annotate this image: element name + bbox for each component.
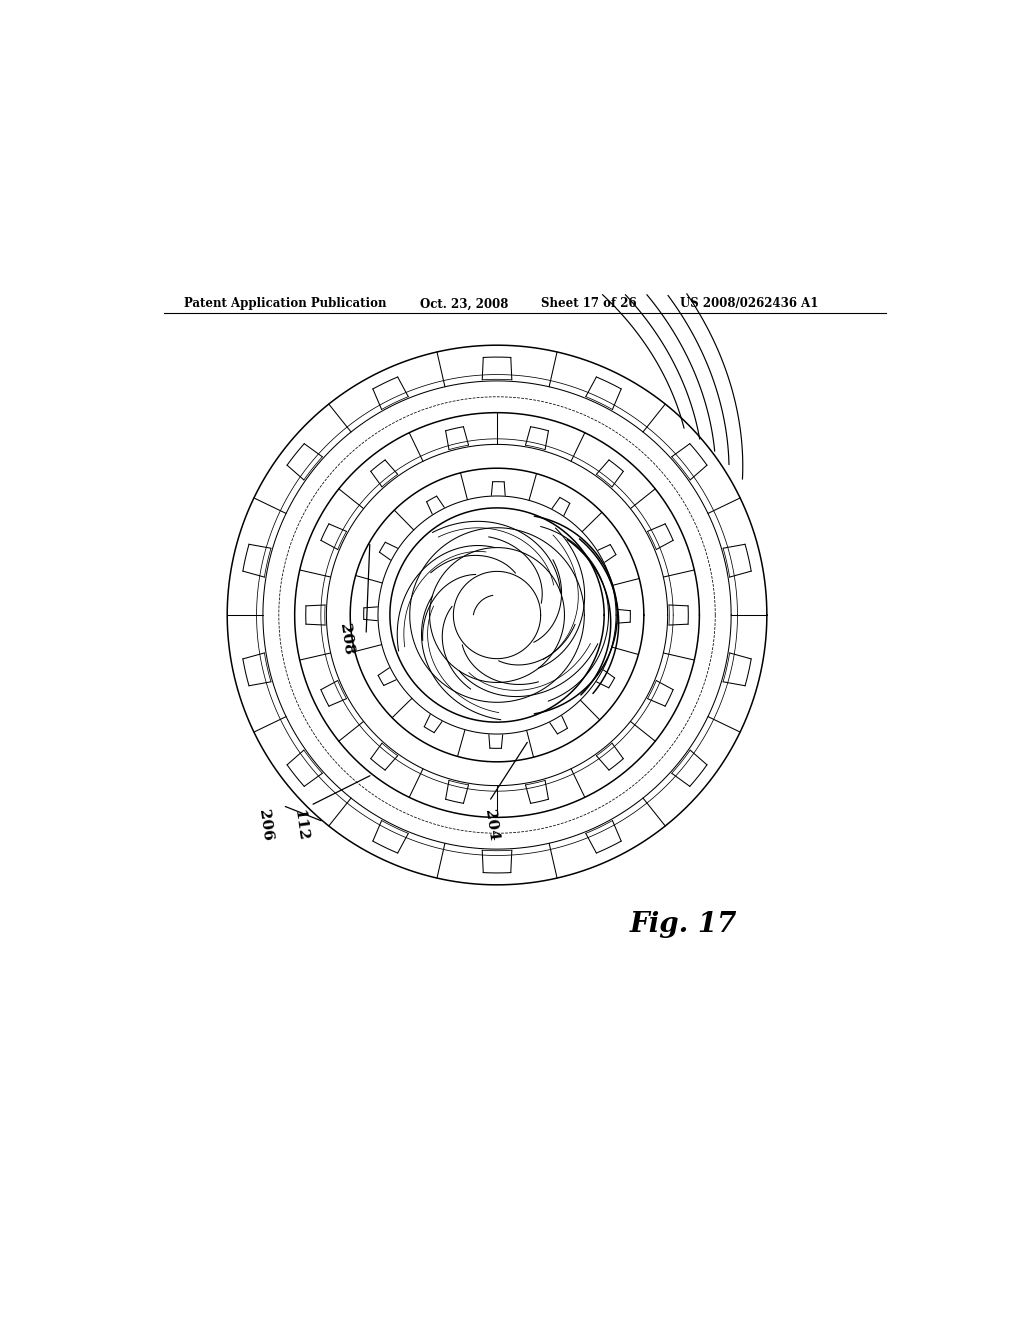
Text: Oct. 23, 2008: Oct. 23, 2008 — [420, 297, 509, 310]
Text: 206: 206 — [256, 809, 274, 842]
Text: 204: 204 — [481, 809, 500, 842]
Text: Patent Application Publication: Patent Application Publication — [183, 297, 386, 310]
Text: Fig. 17: Fig. 17 — [630, 911, 737, 939]
Text: US 2008/0262436 A1: US 2008/0262436 A1 — [680, 297, 818, 310]
Text: Sheet 17 of 26: Sheet 17 of 26 — [541, 297, 636, 310]
Text: 208: 208 — [337, 622, 355, 656]
Text: 112: 112 — [291, 809, 309, 842]
